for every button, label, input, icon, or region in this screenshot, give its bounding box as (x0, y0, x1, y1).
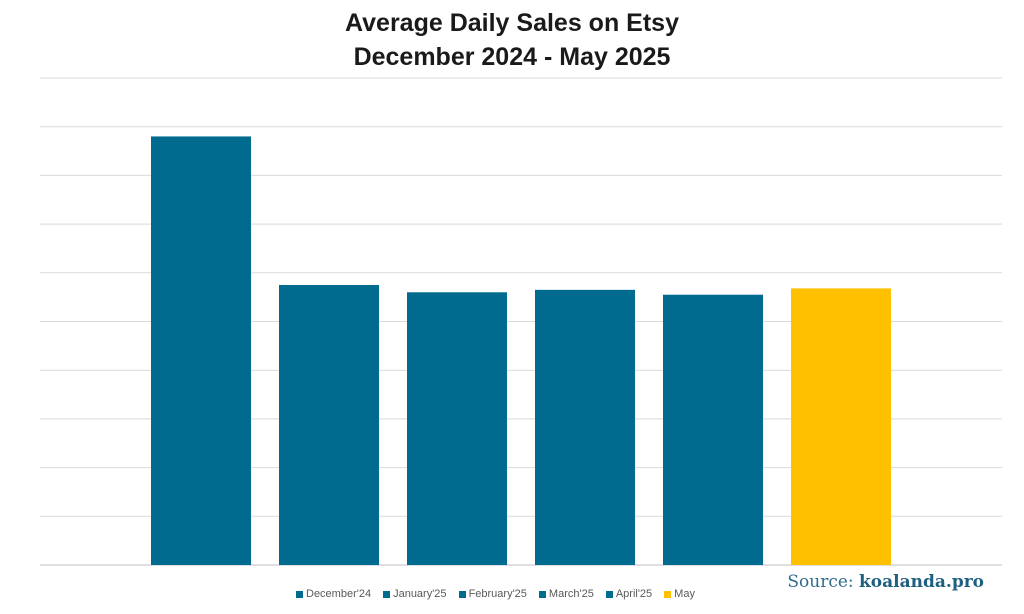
legend-item[interactable]: March'25 (538, 588, 594, 600)
legend-label: February'25 (468, 588, 527, 600)
legend-swatch (605, 590, 613, 598)
legend-label: March'25 (548, 588, 594, 600)
bar-april-25[interactable] (663, 294, 763, 565)
legend-swatch (538, 590, 546, 598)
bar-january-25[interactable] (279, 284, 379, 565)
bar-february-25[interactable] (407, 292, 507, 565)
bar-may[interactable] (791, 288, 891, 565)
chart-title: Average Daily Sales on Etsy (345, 9, 679, 37)
legend-label: January'25 (393, 588, 447, 600)
legend-label: April'25 (615, 588, 653, 600)
legend-item[interactable]: December'24 (296, 588, 371, 600)
legend-item[interactable]: April'25 (605, 588, 653, 600)
legend: December'24 January'25 February'25 March'25… (296, 586, 695, 602)
legend-label: December'24 (306, 588, 372, 600)
legend-label: May (674, 588, 695, 600)
bar-december-24[interactable] (151, 136, 251, 565)
bar-march-25[interactable] (535, 289, 635, 565)
legend-swatch (296, 590, 303, 598)
legend-item[interactable]: February'25 (458, 588, 527, 600)
bars (151, 136, 891, 565)
legend-swatch (383, 590, 391, 598)
legend-item[interactable]: January'25 (383, 588, 447, 600)
source-credit: Source: koalanda.pro (787, 572, 984, 592)
chart-subtitle: December 2024 - May 2025 (353, 43, 671, 71)
legend-swatch (664, 590, 672, 598)
legend-item[interactable]: May (664, 588, 695, 600)
source-prefix: Source: (787, 572, 854, 592)
source-link[interactable]: koalanda.pro (859, 572, 984, 592)
chart-title-block: Average Daily Sales on Etsy December 202… (0, 6, 1024, 74)
legend-swatch (458, 590, 466, 598)
